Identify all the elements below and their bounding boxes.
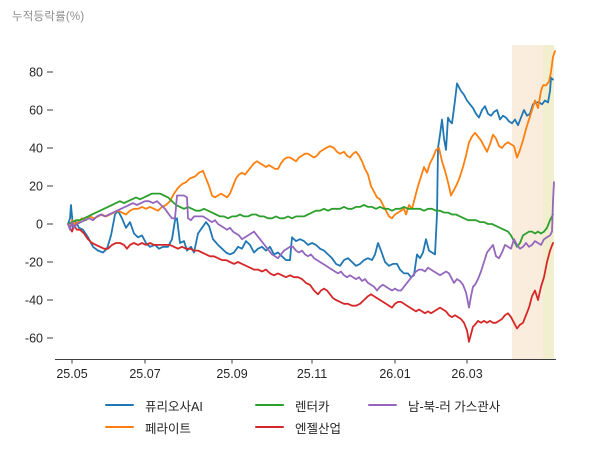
y-tick-label: 40: [29, 142, 43, 156]
legend-label: 엔젤산업: [295, 421, 342, 436]
legend-item-series-4[interactable]: 남-북-러 가스관사: [368, 396, 500, 415]
highlight-band-1: [543, 45, 554, 359]
legend-label: 페라이트: [145, 421, 192, 436]
x-tick-label: 26.03: [451, 367, 482, 381]
legend-line-swatch: [255, 403, 284, 407]
y-tick-label: -60: [25, 332, 43, 346]
y-axis-title: 누적등락률(%): [12, 11, 85, 23]
legend-item-series-1[interactable]: 페라이트: [105, 418, 255, 437]
y-tick-label: 60: [29, 104, 43, 118]
x-tick-label: 25.07: [129, 367, 160, 381]
legend-line-swatch: [105, 425, 134, 429]
legend-label: 남-북-러 가스관사: [408, 399, 501, 414]
y-tick-label: 0: [36, 218, 43, 232]
legend-label: 퓨리오사AI: [145, 399, 203, 414]
y-tick-label: -40: [25, 294, 43, 308]
y-tick-label: 20: [29, 180, 43, 194]
y-tick-label: -20: [25, 256, 43, 270]
legend-line-swatch: [105, 403, 134, 407]
x-tick-label: 25.05: [56, 367, 87, 381]
x-tick-label: 26.01: [379, 367, 410, 381]
legend-label: 렌터카: [295, 399, 330, 414]
x-tick-label: 25.09: [216, 367, 247, 381]
chart-legend: 퓨리오사AI 페라이트 렌터카 엔젤산업 남-북-러 가스관사: [105, 394, 500, 438]
series-line-0: [67, 76, 554, 279]
legend-item-series-0[interactable]: 퓨리오사AI: [105, 396, 255, 415]
highlight-band-0: [512, 45, 543, 359]
legend-line-swatch: [368, 403, 397, 407]
legend-line-swatch: [255, 425, 284, 429]
series-line-3: [67, 223, 554, 343]
legend-item-series-3[interactable]: 엔젤산업: [255, 418, 368, 437]
series-line-4: [67, 181, 555, 309]
series-line-1: [67, 50, 556, 229]
legend-item-series-2[interactable]: 렌터카: [255, 396, 368, 415]
x-tick-label: 25.11: [297, 367, 327, 381]
y-tick-label: 80: [29, 66, 43, 80]
series-line-2: [67, 192, 554, 248]
